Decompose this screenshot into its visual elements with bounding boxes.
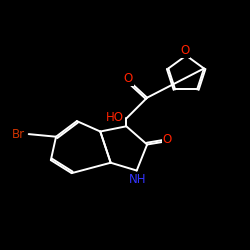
Text: Br: Br	[12, 128, 25, 140]
Text: NH: NH	[129, 173, 147, 186]
Text: O: O	[163, 133, 172, 146]
Text: O: O	[124, 72, 133, 85]
Text: HO: HO	[106, 111, 124, 124]
Text: O: O	[180, 44, 190, 57]
